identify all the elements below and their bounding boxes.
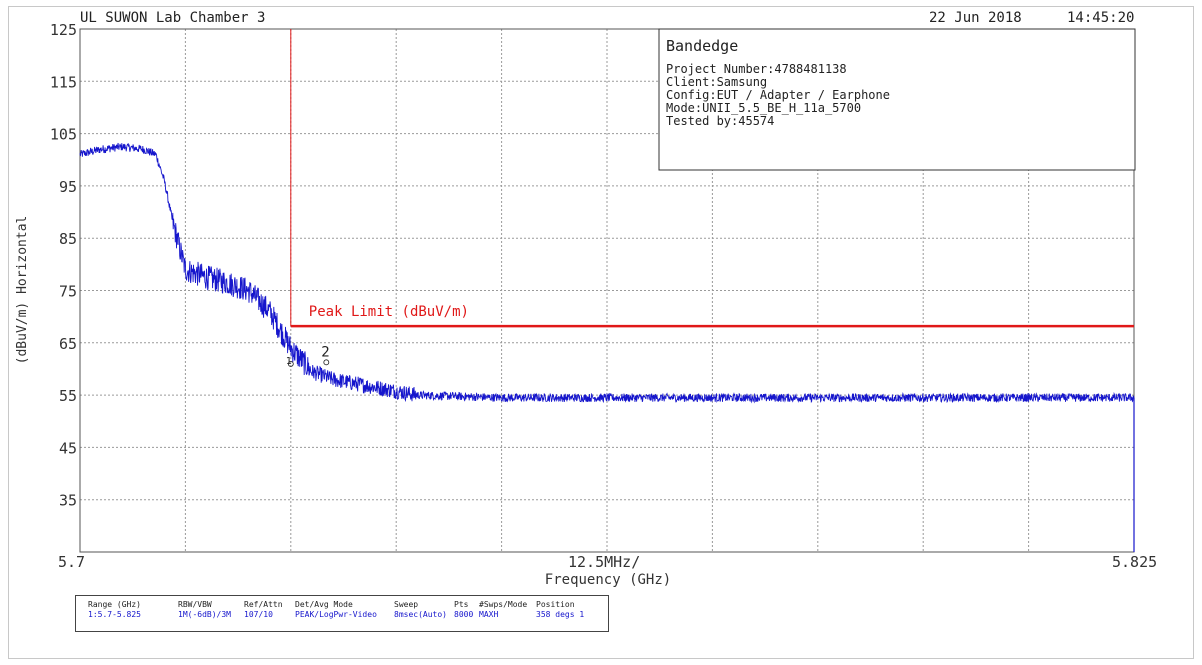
x-tick-right: 5.825 (1112, 553, 1157, 571)
header-date: 22 Jun 2018 (929, 10, 1022, 26)
y-tick-label: 95 (59, 178, 77, 196)
marker-point (287, 361, 294, 367)
settings-header: #Swps/Mode (479, 600, 528, 609)
settings-header: Range (GHz) (88, 600, 141, 609)
analyzer-settings-box: Range (GHz) 1:5.7-5.825 RBW/VBW 1M(-6dB)/3M… (75, 595, 609, 632)
y-tick-label: 125 (50, 21, 77, 39)
y-tick-label: 115 (50, 73, 77, 91)
info-box-line: Config:EUT / Adapter / Earphone (666, 88, 890, 102)
settings-value: 8000 (454, 610, 474, 619)
plot-border (79, 28, 1135, 553)
x-tick-center: 12.5MHz/ (568, 553, 640, 571)
settings-header: RBW/VBW (178, 600, 212, 609)
settings-header: Ref/Attn (244, 600, 283, 609)
settings-column: Position 358 degs 1 (536, 600, 584, 620)
y-tick-label: 75 (59, 283, 77, 301)
peak-limit-label: Peak Limit (dBuV/m) (309, 304, 469, 320)
settings-column: Pts 8000 (454, 600, 473, 620)
info-box-line: Mode:UNII_5.5_BE_H_11a_5700 (666, 101, 861, 115)
y-tick-label: 45 (59, 439, 77, 457)
settings-header: Position (536, 600, 575, 609)
y-axis-label: (dBuV/m) Horizontal (15, 216, 30, 365)
header-time: 14:45:20 (1067, 10, 1135, 26)
settings-value: PEAK/LogPwr-Video (295, 610, 377, 619)
y-tick-label: 105 (50, 126, 77, 144)
y-tick-label: 55 (59, 387, 77, 405)
settings-column: #Swps/Mode MAXH (479, 600, 527, 620)
marker-label: 2 (321, 344, 329, 360)
settings-column: Det/Avg Mode PEAK/LogPwr-Video (295, 600, 377, 620)
y-tick-label: 65 (59, 335, 77, 353)
y-tick-label: 85 (59, 230, 77, 248)
y-tick-labels: 125 115 105 95 85 75 65 55 45 35 (50, 21, 77, 510)
limit-layer: Peak Limit (dBuV/m) (290, 29, 1134, 328)
settings-value: MAXH (479, 610, 499, 619)
settings-value: 1M(-6dB)/3M (178, 610, 231, 619)
info-box-line: Client:Samsung (666, 75, 767, 89)
header-location: UL SUWON Lab Chamber 3 (80, 10, 266, 26)
settings-header: Sweep (394, 600, 419, 609)
settings-value: 1:5.7-5.825 (88, 610, 141, 619)
info-box-title: Bandedge (666, 37, 738, 55)
info-box-lines: Project Number:4788481138Client:SamsungC… (666, 62, 890, 128)
settings-value: 107/10 (244, 610, 273, 619)
trace-layer (79, 142, 1135, 552)
settings-column: Sweep 8msec(Auto) (394, 600, 447, 620)
plot-frame (8, 6, 1194, 659)
x-axis-label: Frequency (GHz) (545, 572, 671, 588)
settings-column: Ref/Attn 107/10 (244, 600, 283, 620)
settings-column: RBW/VBW 1M(-6dB)/3M (178, 600, 231, 620)
marker-label: 1 (286, 356, 292, 367)
settings-value: 358 degs 1 (536, 610, 585, 619)
info-box (658, 28, 1136, 171)
marker-point (323, 359, 330, 366)
settings-header: Pts (454, 600, 469, 609)
info-box-line: Tested by:45574 (666, 114, 774, 128)
trace-series (79, 142, 1135, 404)
x-tick-left: 5.7 (58, 553, 85, 571)
marker-layer: 12 (286, 344, 330, 367)
y-tick-label: 35 (59, 492, 77, 510)
settings-column: Range (GHz) 1:5.7-5.825 (88, 600, 141, 620)
settings-value: 8msec(Auto) (394, 610, 447, 619)
info-box-line: Project Number:4788481138 (666, 62, 847, 76)
settings-header: Det/Avg Mode (295, 600, 353, 609)
